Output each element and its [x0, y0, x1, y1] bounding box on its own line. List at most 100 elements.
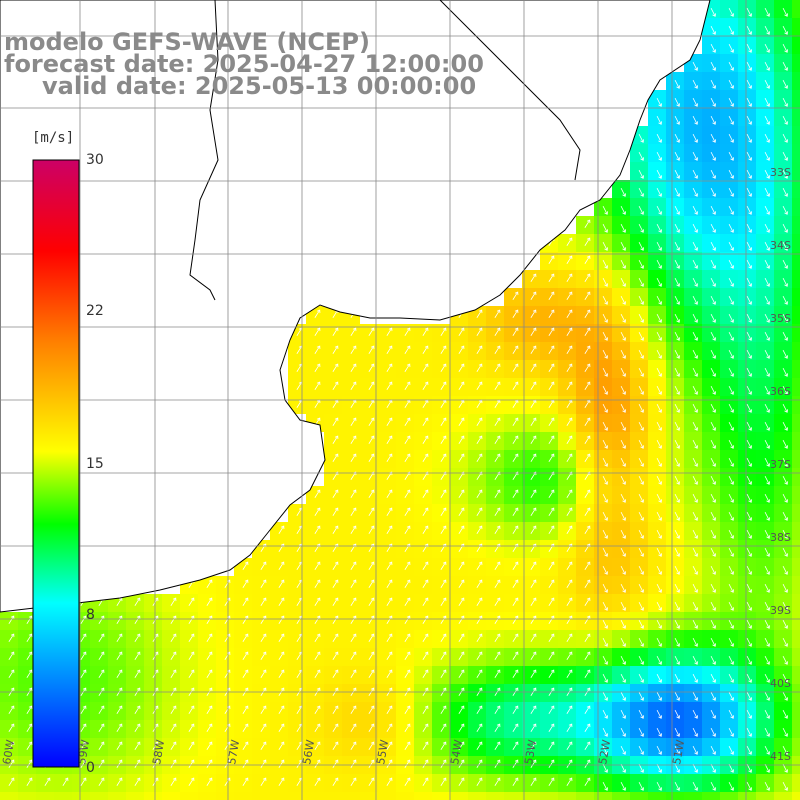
wind-arrow [8, 633, 15, 642]
wind-arrow [350, 615, 357, 624]
field-cell [522, 504, 540, 522]
wind-arrow-head [550, 363, 555, 368]
wind-arrow [566, 633, 573, 642]
field-cell [414, 648, 432, 666]
field-cell [720, 504, 738, 522]
wind-arrow-head [316, 345, 321, 350]
wind-arrow-head [658, 715, 663, 719]
wind-arrow-head [730, 787, 735, 791]
wind-arrow-head [352, 561, 357, 566]
wind-arrow [566, 705, 573, 714]
wind-arrow-head [10, 615, 15, 620]
field-cell [648, 648, 666, 666]
field-cell [630, 738, 648, 756]
wind-arrow-head [478, 669, 483, 674]
wind-arrow-head [568, 309, 573, 314]
field-cell [720, 684, 738, 702]
wind-arrow-head [190, 669, 195, 674]
wind-arrow-head [676, 85, 681, 89]
wind-arrow [296, 345, 303, 354]
field-cell [450, 504, 468, 522]
wind-arrow [602, 673, 608, 683]
wind-arrow-head [784, 679, 789, 683]
field-cell [216, 684, 234, 702]
wind-arrow-head [262, 633, 267, 638]
wind-arrow-head [766, 283, 771, 287]
field-cell [594, 396, 612, 414]
field-cell [504, 306, 522, 324]
field-cell [630, 486, 648, 504]
field-cell [666, 252, 684, 270]
field-cell [648, 774, 666, 792]
wind-arrow [8, 705, 15, 714]
wind-arrow [512, 777, 519, 786]
field-cell [468, 594, 486, 612]
field-cell [504, 720, 522, 738]
wind-arrow [278, 705, 285, 714]
wind-arrow-head [604, 751, 609, 755]
field-cell [486, 576, 504, 594]
field-cell [234, 720, 252, 738]
wind-arrow-head [694, 409, 699, 413]
wind-arrow [350, 777, 357, 786]
wind-arrow [314, 525, 321, 534]
field-cell [792, 54, 800, 72]
field-cell [558, 702, 576, 720]
wind-arrow-head [208, 723, 213, 728]
field-cell [396, 630, 414, 648]
wind-arrow [566, 669, 573, 678]
wind-arrow [746, 151, 752, 161]
wind-arrow [746, 79, 752, 89]
field-cell [576, 234, 594, 252]
wind-arrow-head [514, 291, 519, 296]
wind-arrow-head [568, 507, 573, 512]
field-cell [414, 486, 432, 504]
wind-arrow [296, 759, 303, 768]
wind-arrow [512, 381, 519, 390]
wind-arrow-head [712, 247, 717, 251]
wind-arrow-head [604, 589, 609, 593]
wind-arrow-head [532, 759, 537, 764]
field-cell [648, 612, 666, 630]
field-cell [666, 306, 684, 324]
wind-arrow [566, 561, 573, 570]
wind-arrow [386, 705, 393, 714]
wind-arrow-head [730, 67, 735, 71]
wind-arrow [620, 457, 626, 467]
wind-arrow-head [604, 481, 609, 485]
field-cell [450, 360, 468, 378]
wind-arrow-head [172, 723, 177, 728]
wind-arrow-head [604, 769, 609, 773]
wind-arrow-head [658, 697, 663, 701]
wind-arrow [674, 187, 680, 197]
wind-arrow-head [640, 625, 645, 629]
wind-arrow [782, 133, 788, 143]
wind-arrow-head [208, 669, 213, 674]
field-cell [288, 522, 306, 540]
field-cell [738, 558, 756, 576]
field-cell [414, 738, 432, 756]
wind-arrow-head [460, 669, 465, 674]
wind-arrow-head [550, 435, 555, 440]
wind-arrow [314, 381, 321, 390]
wind-arrow-head [334, 651, 339, 656]
wind-arrow [620, 241, 626, 251]
wind-arrow [746, 115, 752, 125]
wind-arrow-head [28, 705, 33, 710]
field-cell [504, 486, 522, 504]
field-cell [774, 792, 792, 800]
wind-arrow-head [316, 309, 321, 314]
field-cell [666, 396, 684, 414]
wind-arrow [638, 763, 644, 773]
field-cell [648, 216, 666, 234]
field-cell [558, 504, 576, 522]
wind-arrow-head [550, 345, 555, 350]
wind-arrow-head [154, 759, 159, 764]
wind-arrow-head [748, 85, 753, 89]
field-cell [666, 522, 684, 540]
wind-arrow-head [10, 741, 15, 746]
wind-arrow-head [478, 777, 483, 782]
wind-arrow-head [658, 355, 663, 359]
